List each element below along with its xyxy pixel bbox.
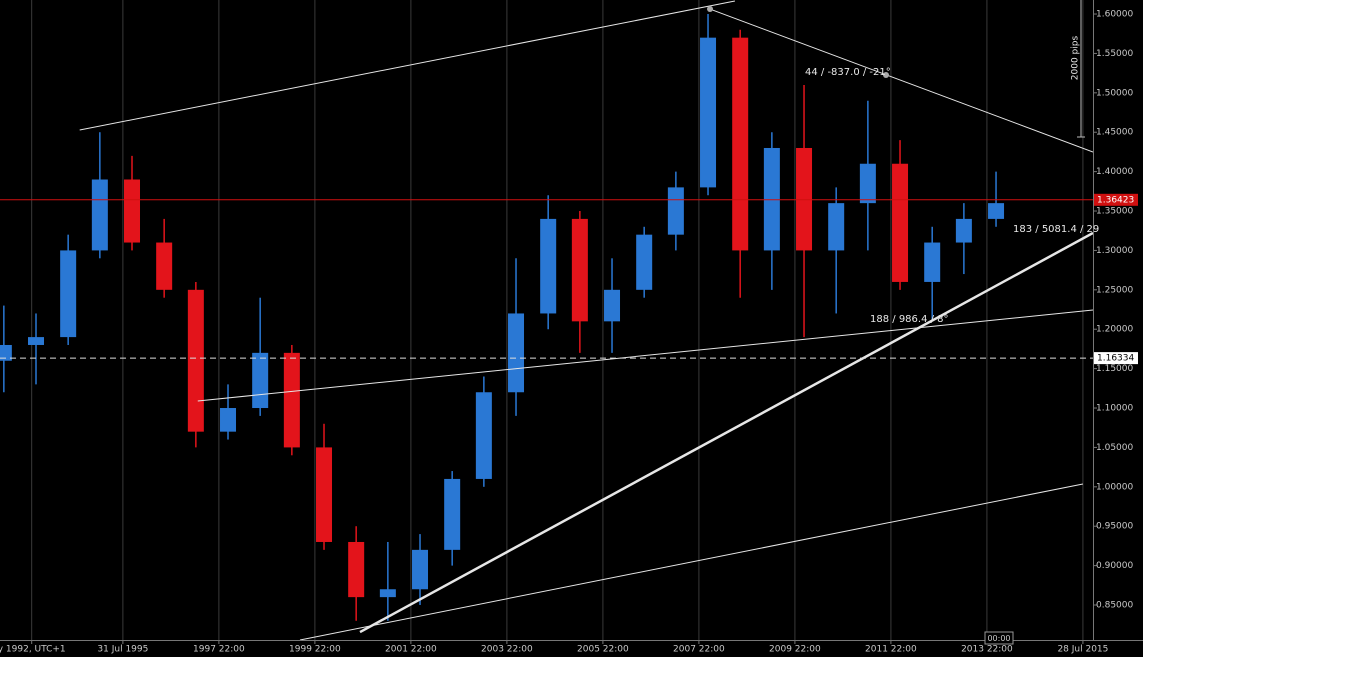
candle-body (444, 478, 461, 550)
x-tick-label: 2003 22:00 (481, 645, 533, 655)
trendline (197, 309, 1093, 402)
candle-body (892, 163, 909, 282)
candle-body (732, 37, 749, 251)
x-tick-label: 2001 22:00 (385, 645, 437, 655)
candle-body (156, 242, 173, 290)
candle-body (955, 218, 972, 243)
y-tick-label: 1.45000 (1096, 128, 1133, 138)
price-label: 1.36423 (1097, 195, 1134, 205)
y-tick-label: 0.85000 (1096, 601, 1133, 611)
trendline (359, 231, 1093, 634)
x-tick-label: 2009 22:00 (769, 645, 821, 655)
x-tick-label: 1997 22:00 (193, 645, 245, 655)
y-tick-label: 1.35000 (1096, 207, 1133, 217)
candle-body (316, 447, 333, 542)
grid (31, 0, 1084, 640)
candle-body (988, 203, 1005, 219)
candle-body (379, 589, 396, 598)
y-tick-label: 1.05000 (1096, 443, 1133, 453)
y-tick-label: 1.30000 (1096, 246, 1133, 256)
trendline (299, 483, 1084, 640)
y-tick-label: 1.55000 (1096, 49, 1133, 59)
candle-body (540, 218, 557, 314)
y-tick-label: 1.50000 (1096, 88, 1133, 98)
annotation: 188 / 986.4 / 8° (870, 314, 949, 325)
y-tick-label: 1.00000 (1096, 482, 1133, 492)
anchor-dot (707, 6, 713, 12)
x-tick-label: 2013 22:00 (961, 645, 1013, 655)
candle-body (604, 289, 621, 322)
candle-body (91, 179, 108, 251)
y-tick-label: 1.20000 (1096, 325, 1133, 335)
drawings (0, 0, 1093, 640)
y-tick-label: 0.90000 (1096, 561, 1133, 571)
annotation: 44 / -837.0 / -21° (805, 67, 891, 78)
trendline (709, 8, 1093, 153)
candle-body (412, 549, 429, 590)
candle-body (283, 352, 300, 448)
x-tick-label: 2011 22:00 (865, 645, 917, 655)
candle-body (60, 250, 77, 338)
x-tick-label: 1999 22:00 (289, 645, 341, 655)
candle-body (667, 187, 684, 235)
y-tick-label: 0.95000 (1096, 522, 1133, 532)
y-tick-label: 1.40000 (1096, 167, 1133, 177)
candle-body (348, 541, 365, 598)
candle-body (28, 337, 45, 345)
y-tick-label: 1.25000 (1096, 285, 1133, 295)
candles (0, 14, 1005, 621)
candle-body (508, 313, 525, 393)
candle-body (700, 37, 717, 188)
dashed-label: 1.16334 (1097, 354, 1134, 364)
y-tick-label: 1.15000 (1096, 364, 1133, 374)
candle-body (124, 179, 141, 243)
price-label-box (1094, 193, 1138, 206)
candle-body (187, 289, 204, 432)
candle-body (571, 218, 588, 322)
candle-body (220, 408, 237, 432)
x-tick-label: y 1992, UTC+1 (0, 645, 66, 655)
dashed-label-box (1094, 352, 1138, 365)
candle-body (796, 147, 813, 251)
candle-body (924, 242, 941, 282)
candle-body (475, 392, 492, 479)
ruler-label: 2000 pips (1071, 36, 1081, 81)
candle-body (859, 163, 876, 204)
y-tick-label: 1.10000 (1096, 404, 1133, 414)
x-tick-label: 31 Jul 1995 (97, 645, 148, 655)
annotation: 183 / 5081.4 / 29 (1013, 224, 1099, 235)
trendline (79, 0, 736, 131)
candle-body (763, 147, 780, 251)
candle-body (252, 352, 269, 409)
cursor-label: 00:00 (987, 634, 1010, 643)
x-tick-label: 28 Jul 2015 (1057, 645, 1108, 655)
candle-body (0, 344, 12, 361)
axes: y 1992, UTC+1 31 Jul 1995 1997 22:00 1999 2… (0, 10, 1138, 655)
x-tick-label: 2005 22:00 (577, 645, 629, 655)
anchor-dot (883, 72, 889, 78)
chart-background (0, 0, 1143, 657)
x-tick-label: 2007 22:00 (673, 645, 725, 655)
candle-body (636, 234, 653, 290)
y-tick-label: 1.60000 (1096, 10, 1133, 20)
candle-body (828, 203, 845, 251)
cursor-box (984, 631, 1014, 645)
